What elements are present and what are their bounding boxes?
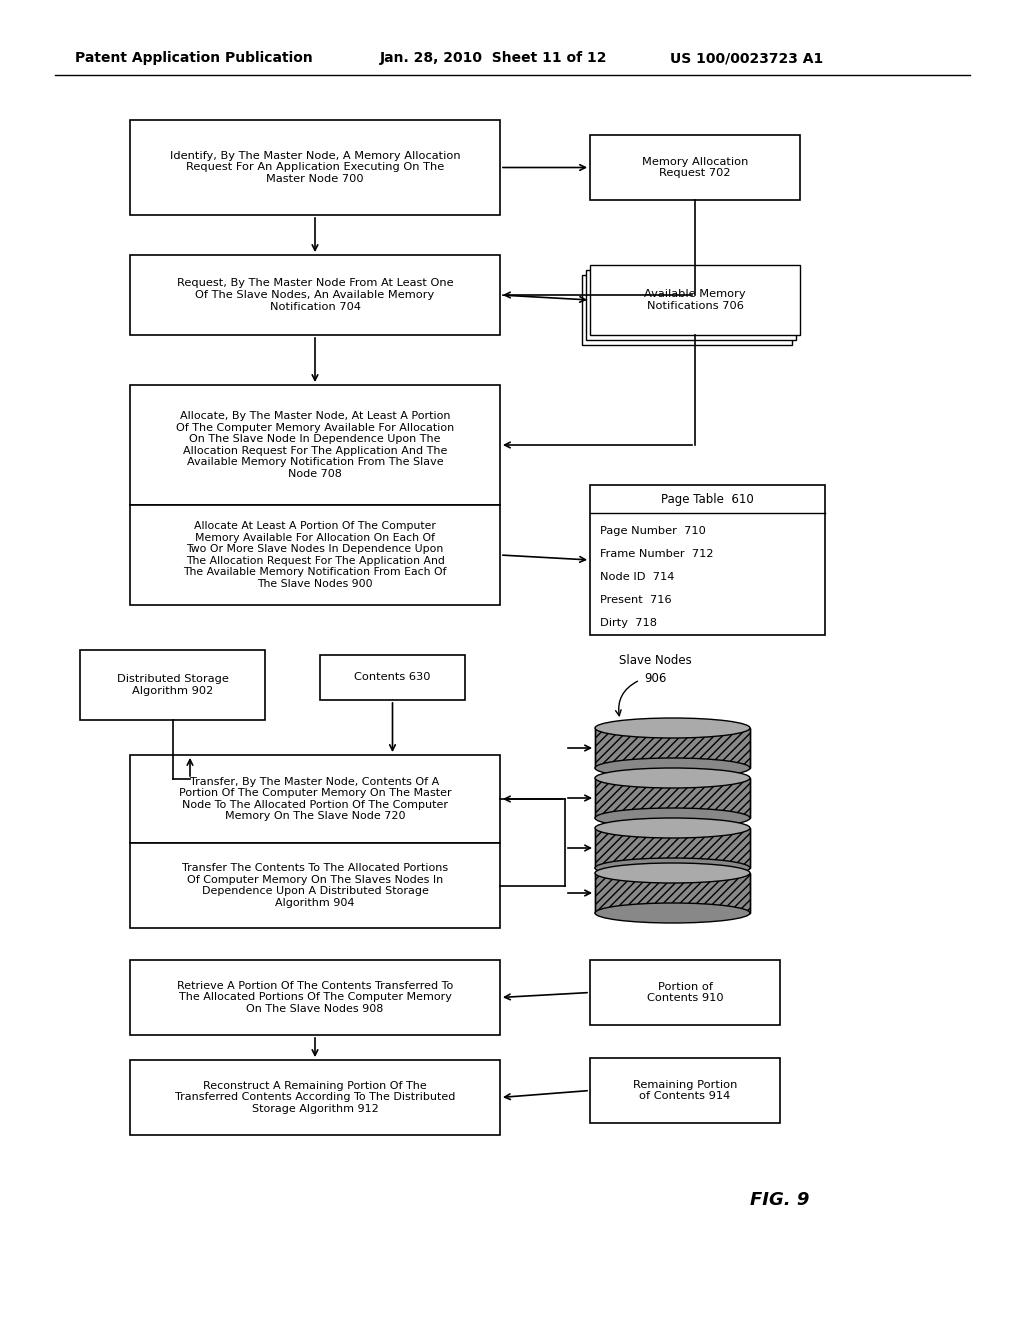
Bar — [595, 777, 750, 818]
Bar — [582, 275, 792, 345]
Bar — [590, 135, 800, 201]
Text: Remaining Portion
of Contents 914: Remaining Portion of Contents 914 — [633, 1080, 737, 1101]
Text: Page Number  710: Page Number 710 — [600, 525, 706, 536]
Bar — [130, 1060, 500, 1135]
Text: Jan. 28, 2010  Sheet 11 of 12: Jan. 28, 2010 Sheet 11 of 12 — [380, 51, 607, 65]
Text: Page Table  610: Page Table 610 — [662, 492, 754, 506]
Text: Patent Application Publication: Patent Application Publication — [75, 51, 312, 65]
Bar — [130, 960, 500, 1035]
Bar — [590, 484, 825, 635]
Text: Portion of
Contents 910: Portion of Contents 910 — [647, 982, 723, 1003]
Bar — [130, 843, 500, 928]
Ellipse shape — [595, 808, 750, 828]
Text: Dirty  718: Dirty 718 — [600, 618, 657, 628]
Bar — [590, 265, 800, 335]
Bar — [595, 777, 750, 818]
Text: Present  716: Present 716 — [600, 595, 672, 605]
Text: Transfer, By The Master Node, Contents Of A
Portion Of The Computer Memory On Th: Transfer, By The Master Node, Contents O… — [178, 776, 452, 821]
Bar — [595, 873, 750, 913]
Text: Contents 630: Contents 630 — [354, 672, 431, 682]
Ellipse shape — [595, 758, 750, 777]
Text: Request, By The Master Node From At Least One
Of The Slave Nodes, An Available M: Request, By The Master Node From At Leas… — [177, 279, 454, 312]
Text: Allocate, By The Master Node, At Least A Portion
Of The Computer Memory Availabl: Allocate, By The Master Node, At Least A… — [176, 411, 454, 479]
Bar — [590, 960, 780, 1026]
Bar — [130, 120, 500, 215]
Bar — [595, 873, 750, 913]
Text: Retrieve A Portion Of The Contents Transferred To
The Allocated Portions Of The : Retrieve A Portion Of The Contents Trans… — [177, 981, 454, 1014]
Bar — [590, 1059, 780, 1123]
Ellipse shape — [595, 768, 750, 788]
Text: Memory Allocation
Request 702: Memory Allocation Request 702 — [642, 157, 749, 178]
Text: Transfer The Contents To The Allocated Portions
Of Computer Memory On The Slaves: Transfer The Contents To The Allocated P… — [182, 863, 449, 908]
Bar — [319, 655, 465, 700]
Bar — [595, 828, 750, 869]
Text: Node ID  714: Node ID 714 — [600, 572, 675, 582]
Bar — [130, 255, 500, 335]
Bar — [80, 649, 265, 719]
Bar — [586, 271, 796, 341]
Text: Frame Number  712: Frame Number 712 — [600, 549, 714, 558]
Text: Distributed Storage
Algorithm 902: Distributed Storage Algorithm 902 — [117, 675, 228, 696]
Text: Available Memory
Notifications 706: Available Memory Notifications 706 — [644, 289, 745, 310]
Text: 906: 906 — [644, 672, 667, 685]
Ellipse shape — [595, 903, 750, 923]
Bar — [595, 729, 750, 768]
Ellipse shape — [595, 863, 750, 883]
Bar — [130, 506, 500, 605]
Bar — [595, 828, 750, 869]
Text: FIG. 9: FIG. 9 — [751, 1191, 810, 1209]
Text: Identify, By The Master Node, A Memory Allocation
Request For An Application Exe: Identify, By The Master Node, A Memory A… — [170, 150, 461, 183]
Bar — [130, 385, 500, 506]
Text: Reconstruct A Remaining Portion Of The
Transferred Contents According To The Dis: Reconstruct A Remaining Portion Of The T… — [175, 1081, 456, 1114]
Text: US 100/0023723 A1: US 100/0023723 A1 — [670, 51, 823, 65]
Ellipse shape — [595, 718, 750, 738]
Text: Allocate At Least A Portion Of The Computer
Memory Available For Allocation On E: Allocate At Least A Portion Of The Compu… — [183, 521, 446, 589]
Ellipse shape — [595, 818, 750, 838]
Ellipse shape — [595, 858, 750, 878]
Text: Slave Nodes: Slave Nodes — [618, 653, 691, 667]
Bar — [130, 755, 500, 843]
Bar — [595, 729, 750, 768]
